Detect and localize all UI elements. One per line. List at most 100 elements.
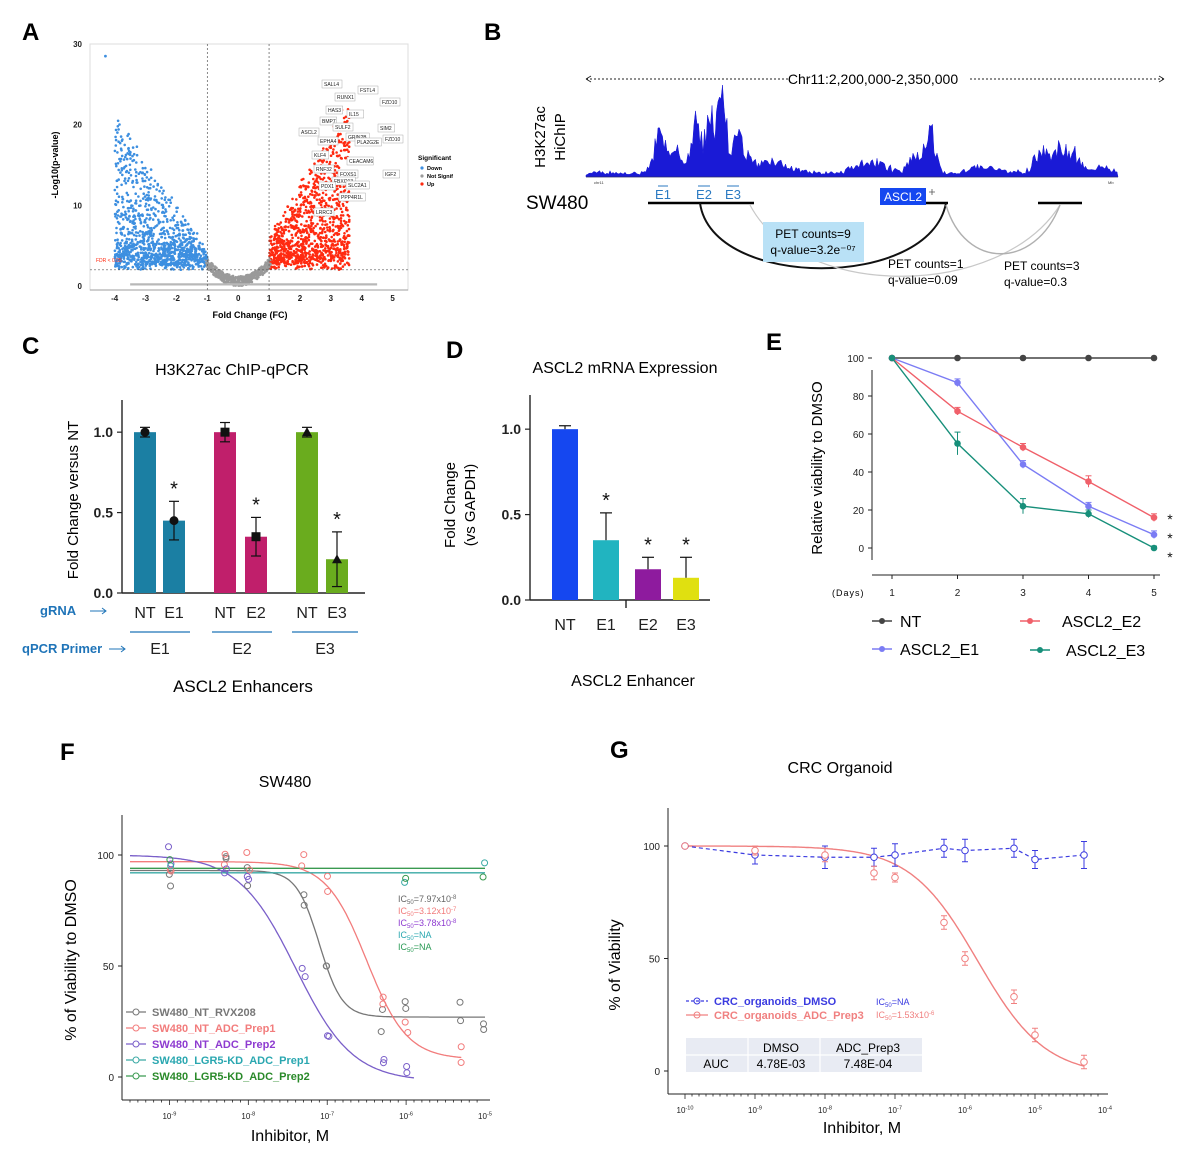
volcano-point (304, 187, 308, 190)
sw480-data-point (221, 850, 229, 858)
volcano-point (128, 215, 131, 218)
volcano-point (136, 214, 140, 217)
volcano-point (123, 143, 126, 147)
volcano-point (181, 258, 185, 262)
volcano-point (133, 263, 137, 266)
volcano-point (239, 278, 242, 281)
volcano-point (179, 268, 183, 272)
volcano-point (160, 186, 163, 189)
volcano-point (183, 262, 187, 266)
volcano-point (284, 228, 288, 232)
volcano-point (318, 219, 322, 222)
volcano-point (306, 201, 310, 205)
volcano-point (188, 232, 192, 235)
gene-label: EPHA4 (320, 139, 337, 145)
volcano-point (310, 215, 314, 219)
volcano-point (163, 214, 166, 218)
volcano-point (337, 251, 341, 254)
viability-point (1150, 514, 1158, 521)
volcano-point (185, 238, 188, 242)
volcano-point (177, 237, 181, 240)
volcano-point (264, 261, 268, 264)
volcano-point (161, 211, 164, 214)
legend-marker-e1 (879, 646, 885, 652)
volcano-point (145, 217, 148, 220)
volcano-point (285, 217, 289, 221)
volcano-point (231, 274, 235, 278)
volcano-point (126, 267, 130, 271)
gene-label-box (382, 134, 404, 144)
volcano-point (142, 237, 146, 240)
volcano-point (333, 144, 336, 148)
volcano-point (131, 204, 134, 208)
volcano-point (184, 244, 188, 247)
volcano-point (234, 275, 238, 279)
volcano-point (335, 215, 339, 218)
volcano-point (205, 262, 209, 265)
ascl2-gene-box (880, 188, 926, 205)
volcano-point (302, 184, 306, 188)
volcano-point (131, 244, 135, 248)
volcano-point (301, 265, 304, 268)
volcano-point (328, 239, 331, 243)
volcano-point (128, 137, 132, 140)
volcano-point (274, 237, 278, 241)
pet9-box (763, 222, 864, 262)
volcano-point (149, 267, 152, 270)
volcano-point (330, 250, 333, 254)
mrna-bar (673, 577, 699, 600)
volcano-point (314, 186, 317, 190)
volcano-point (314, 194, 317, 197)
volcano-point (282, 253, 286, 257)
volcano-point (304, 224, 308, 228)
viability-line (891, 357, 1155, 549)
volcano-point (323, 230, 327, 234)
volcano-point (335, 207, 338, 210)
volcano-point (310, 267, 313, 271)
volcano-point (120, 212, 123, 215)
volcano-point (157, 238, 160, 241)
volcano-y-tick: 10 (73, 201, 82, 210)
volcano-point (210, 261, 213, 265)
volcano-point (151, 240, 154, 243)
volcano-point (273, 266, 276, 270)
sw480-legend-label: SW480_NT_ADC_Prep2 (152, 1039, 276, 1051)
volcano-point (279, 245, 282, 249)
volcano-point (115, 259, 118, 262)
legend-marker-e2 (1027, 618, 1033, 624)
volcano-point (123, 267, 126, 270)
volcano-point (143, 234, 146, 237)
volcano-point (222, 274, 226, 278)
volcano-point (303, 264, 307, 268)
primer-group-label: E3 (315, 641, 335, 658)
volcano-point (319, 235, 323, 239)
viability-point (1085, 502, 1092, 510)
volcano-point (271, 246, 275, 250)
volcano-point (309, 205, 312, 209)
volcano-point (299, 231, 302, 234)
volcano-point (317, 193, 320, 197)
volcano-point (116, 119, 120, 123)
volcano-point (143, 179, 147, 183)
volcano-point (126, 247, 129, 251)
gene-label-box (357, 85, 379, 95)
volcano-point (152, 212, 156, 215)
volcano-point (246, 274, 250, 278)
sw480-data-point (324, 887, 332, 895)
volcano-point (146, 223, 149, 227)
volcano-point (120, 239, 124, 242)
volcano-point (307, 259, 311, 262)
volcano-point (116, 214, 120, 217)
sw480-data-point (401, 878, 409, 886)
volcano-point (339, 267, 343, 271)
volcano-point (328, 198, 331, 202)
volcano-point (282, 214, 285, 218)
volcano-point (161, 249, 165, 252)
viability-plot: 0 20 40 60 80 100 1 2 3 4 5 * * * (847, 354, 1173, 599)
volcano-point (142, 248, 146, 251)
volcano-point (289, 263, 293, 267)
volcano-point (144, 202, 148, 206)
volcano-point (188, 237, 192, 241)
volcano-point (307, 181, 311, 184)
sw480-x-tick: 10-5 (478, 1111, 492, 1121)
